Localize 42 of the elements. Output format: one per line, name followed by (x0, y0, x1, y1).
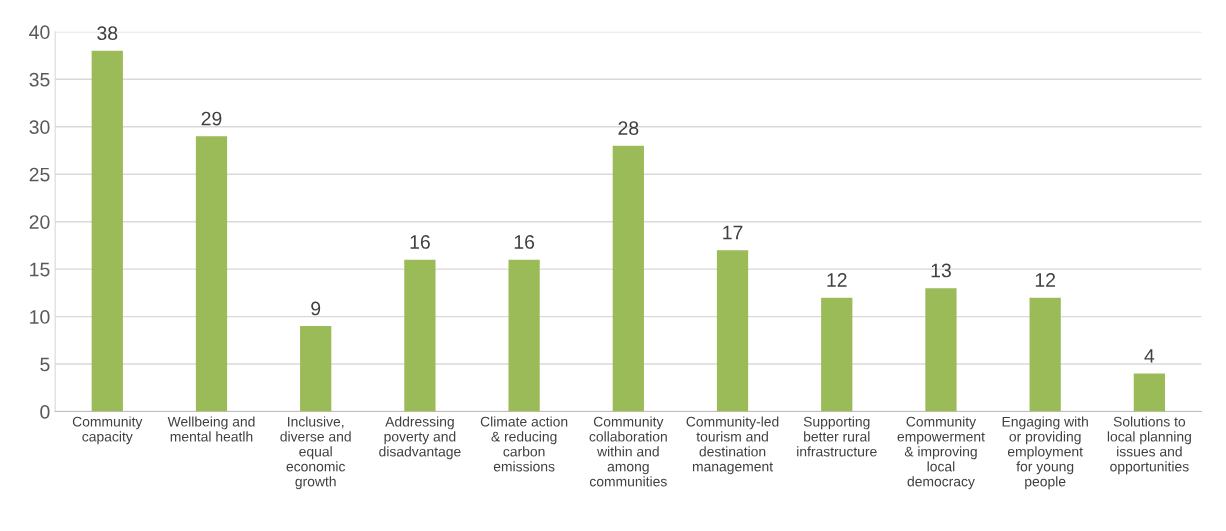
bar (612, 145, 644, 412)
y-tick-label: 30 (29, 120, 50, 135)
bar (195, 136, 228, 412)
data-label: 16 (514, 235, 535, 249)
x-tick-label: Inclusive, diverse and equal economic growth (280, 416, 351, 490)
y-tick-label: 20 (29, 215, 50, 229)
data-label: 9 (311, 301, 321, 316)
data-label: 29 (201, 111, 222, 126)
y-tick-label: 10 (30, 310, 50, 324)
bar (508, 259, 540, 412)
x-tick-label: Engaging with or providing employment for young people (1002, 416, 1088, 490)
bar (716, 250, 749, 412)
x-tick-label: Solutions to local planning issues and opportunities (1107, 416, 1191, 475)
bar (91, 50, 123, 412)
y-tick-label: 0 (40, 404, 50, 419)
x-tick-label: Community capacity (72, 416, 143, 445)
x-tick-label: Community collaboration within and among communities (589, 416, 667, 487)
data-label: 13 (931, 263, 951, 278)
bar (1133, 373, 1166, 412)
data-label: 28 (618, 121, 639, 135)
bar (821, 297, 853, 412)
y-tick-label: 25 (29, 167, 50, 182)
y-tick-label: 5 (40, 357, 50, 372)
x-tick-label: Climate action & reducing carbon emissions (480, 416, 568, 472)
y-tick-label: 40 (29, 25, 50, 40)
data-label: 16 (410, 235, 430, 249)
bar (300, 326, 332, 412)
x-tick-label: Community empowerment & improving local democracy (897, 416, 985, 490)
data-label: 12 (827, 273, 847, 287)
data-label: 4 (1144, 349, 1155, 363)
x-tick-label: Addressing poverty and disadvantage (379, 416, 461, 460)
bar (1029, 297, 1061, 412)
data-label: 12 (1035, 273, 1055, 287)
data-label: 17 (723, 225, 743, 240)
data-label: 38 (97, 26, 118, 41)
bar (925, 288, 957, 412)
y-tick-label: 35 (29, 72, 50, 87)
y-tick-label: 15 (30, 262, 50, 277)
x-tick-label: Supporting better rural infrastructure (797, 416, 877, 457)
bar (404, 259, 436, 412)
x-tick-label: Community-led tourism and destination management (686, 416, 779, 475)
x-tick-label: Wellbeing and mental heatlh (167, 416, 255, 442)
